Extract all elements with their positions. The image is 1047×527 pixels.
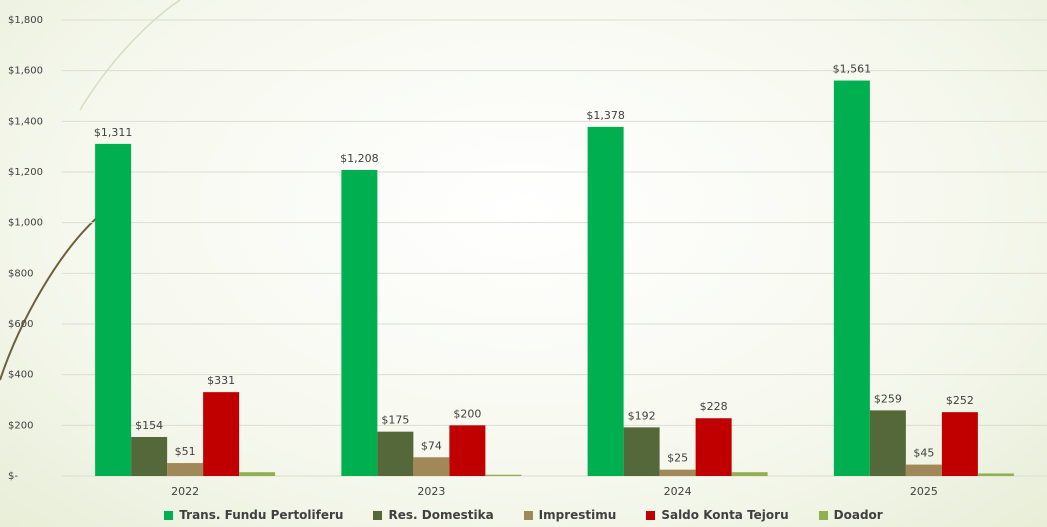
- y-tick-label: $600: [8, 319, 33, 330]
- data-label: $1,208: [340, 152, 379, 165]
- legend-label: Res. Domestika: [388, 508, 494, 522]
- y-tick-label: $800: [8, 268, 33, 279]
- data-label: $200: [453, 407, 481, 420]
- bar: [659, 469, 696, 476]
- legend-swatch: [646, 510, 656, 520]
- y-tick-label: $1,400: [8, 116, 43, 127]
- bar: [833, 80, 870, 477]
- y-tick-label: $-: [8, 471, 18, 482]
- data-label: $1,311: [94, 126, 133, 139]
- bar: [203, 392, 240, 476]
- y-tick-label: $1,600: [8, 66, 43, 77]
- decor-curve: [79, 0, 181, 111]
- legend-swatch: [818, 510, 828, 520]
- bar: [95, 143, 132, 476]
- bar: [341, 169, 378, 476]
- y-tick-label: $1,200: [8, 167, 43, 178]
- data-label: $74: [421, 439, 442, 452]
- y-tick-label: $1,000: [8, 218, 43, 229]
- data-label: $25: [667, 452, 688, 465]
- bar: [695, 418, 732, 476]
- x-tick-label: 2025: [910, 485, 938, 498]
- legend-swatch: [523, 510, 533, 520]
- data-label: $259: [874, 392, 902, 405]
- bar: [905, 464, 942, 476]
- legend-swatch: [373, 510, 383, 520]
- legend-label: Doador: [833, 508, 883, 522]
- data-label: $331: [207, 374, 235, 387]
- y-tick-label: $1,800: [8, 15, 43, 26]
- legend-item: Saldo Konta Tejoru: [646, 508, 789, 522]
- bar: [977, 473, 1014, 476]
- bar: [485, 474, 522, 476]
- legend-item: Doador: [818, 508, 883, 522]
- bar: [167, 463, 204, 476]
- data-label: $1,561: [833, 63, 872, 76]
- legend-label: Trans. Fundu Pertoliferu: [179, 508, 344, 522]
- x-tick-label: 2023: [417, 485, 445, 498]
- bar: [449, 425, 486, 476]
- y-tick-label: $400: [8, 370, 33, 381]
- legend-item: Imprestimu: [523, 508, 617, 522]
- legend: Trans. Fundu Pertoliferu Res. Domestika Im…: [0, 508, 1047, 522]
- data-label: $228: [700, 400, 728, 413]
- bar: [377, 431, 414, 476]
- data-label: $51: [175, 445, 196, 458]
- data-label: $252: [946, 394, 974, 407]
- bar: [587, 126, 624, 476]
- legend-label: Saldo Konta Tejoru: [661, 508, 789, 522]
- legend-item: Res. Domestika: [373, 508, 494, 522]
- data-label: $175: [381, 414, 409, 427]
- bar: [131, 436, 168, 476]
- decor-curve: [0, 214, 101, 381]
- bar: [869, 410, 906, 476]
- bar: [239, 472, 276, 476]
- data-label: $1,378: [586, 109, 625, 122]
- bar: [731, 472, 768, 476]
- data-label: $192: [628, 409, 656, 422]
- legend-swatch: [164, 510, 174, 520]
- y-tick-label: $200: [8, 420, 33, 431]
- bar: [941, 412, 978, 476]
- x-tick-label: 2022: [171, 485, 199, 498]
- legend-item: Trans. Fundu Pertoliferu: [164, 508, 343, 522]
- bar: [413, 457, 450, 476]
- bar: [623, 427, 660, 476]
- x-tick-label: 2024: [664, 485, 692, 498]
- legend-label: Imprestimu: [538, 508, 617, 522]
- data-label: $154: [135, 419, 163, 432]
- data-label: $45: [913, 447, 934, 460]
